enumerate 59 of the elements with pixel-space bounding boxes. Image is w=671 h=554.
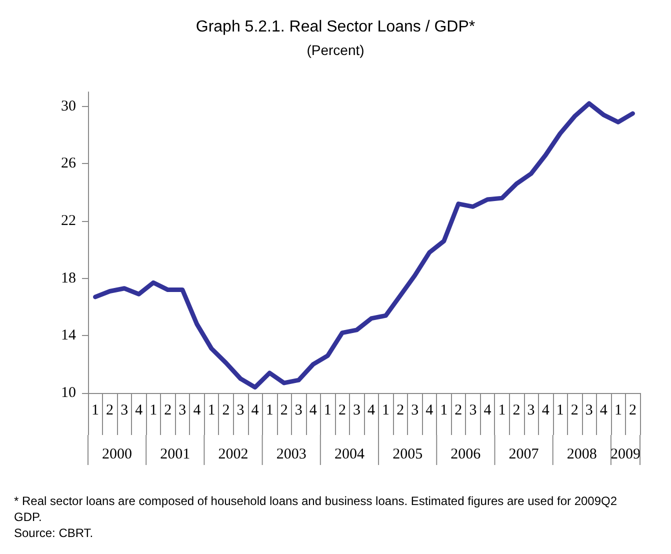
y-tick-label: 26	[61, 156, 76, 172]
text: 2006	[450, 446, 482, 462]
x-tick-label: 4	[600, 402, 608, 418]
x-tick-label: 3	[469, 402, 477, 418]
x-tick-label: 1	[266, 402, 274, 418]
x-tick-label: 4	[426, 402, 434, 418]
text: 2008	[566, 446, 597, 462]
y-tick-label: 18	[61, 270, 76, 286]
y-tick-label: 22	[61, 213, 76, 229]
text: 2002	[218, 446, 248, 462]
x-tick-label: 2	[106, 402, 114, 418]
x-tick-label: 2	[222, 402, 230, 418]
y-tick-label: 14	[61, 328, 76, 344]
x-tick-label: 4	[542, 402, 550, 418]
x-tick-label: 3	[527, 402, 535, 418]
x-tick-label: 2	[454, 402, 462, 418]
chart-title: Graph 5.2.1. Real Sector Loans / GDP*	[196, 18, 476, 36]
text: 2003	[276, 446, 306, 462]
text: 2007	[508, 446, 540, 462]
x-tick-label: 4	[193, 402, 202, 418]
x-tick-label: 2	[164, 402, 172, 418]
chart-subtitle: (Percent)	[306, 42, 364, 58]
x-tick-label: 1	[382, 402, 390, 418]
text: 2004	[334, 446, 365, 462]
x-tick-label: 1	[556, 402, 564, 418]
text: * Real sector loans are composed of household loans and business loans. Estimated figures are used for 2009Q2 GDP.	[14, 494, 620, 524]
source-note: Source: CBRT.	[14, 526, 94, 540]
text: 2000	[102, 446, 132, 462]
x-tick-label: 1	[498, 402, 506, 418]
x-tick-label: 3	[236, 402, 244, 418]
x-tick-label: 3	[411, 402, 419, 418]
x-tick-label: 2	[570, 402, 578, 418]
x-tick-label: 2	[280, 402, 288, 418]
text: 2005	[392, 446, 423, 462]
x-tick-label: 4	[135, 402, 144, 418]
x-tick-label: 1	[614, 402, 622, 418]
x-tick-label: 1	[324, 402, 332, 418]
x-tick-label: 3	[120, 402, 128, 418]
x-tick-label: 1	[440, 402, 448, 418]
y-tick-label: 10	[61, 385, 76, 401]
x-tick-label: 1	[150, 402, 158, 418]
x-tick-label: 3	[294, 402, 302, 418]
x-tick-label: 2	[396, 402, 404, 418]
x-tick-label: 1	[208, 402, 216, 418]
x-tick-label: 3	[352, 402, 360, 418]
text: 2009	[610, 446, 640, 462]
x-tick-label: 1	[92, 402, 100, 418]
x-tick-label: 4	[484, 402, 492, 418]
x-tick-label: 2	[338, 402, 346, 418]
x-tick-label: 3	[178, 402, 186, 418]
x-tick-label: 4	[251, 402, 260, 418]
y-tick-label: 30	[61, 98, 76, 114]
x-tick-label: 4	[309, 402, 318, 418]
text: 2001	[160, 446, 190, 462]
x-tick-label: 3	[585, 402, 593, 418]
x-tick-label: 2	[628, 402, 636, 418]
line-series	[93, 101, 635, 390]
x-tick-label: 2	[512, 402, 520, 418]
x-tick-label: 4	[368, 402, 376, 418]
